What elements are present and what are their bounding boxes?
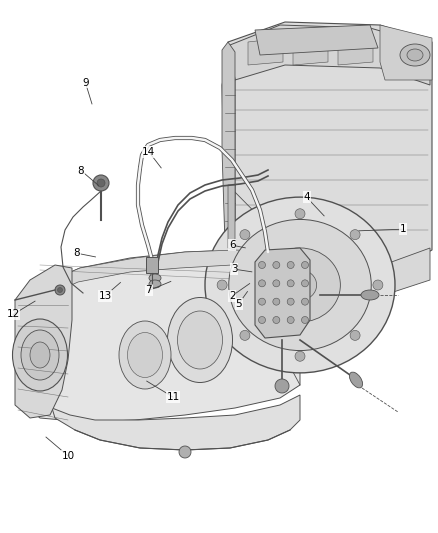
Text: 1: 1 [399,224,406,234]
Polygon shape [230,65,430,265]
Circle shape [273,298,280,305]
Text: 4: 4 [303,192,310,202]
Polygon shape [293,38,328,65]
Polygon shape [380,25,432,80]
Circle shape [258,262,265,269]
Text: 8: 8 [78,166,85,175]
Text: 10: 10 [61,451,74,461]
Ellipse shape [30,342,50,368]
Ellipse shape [21,330,59,380]
Ellipse shape [149,280,161,288]
Polygon shape [228,22,432,275]
Circle shape [275,379,289,393]
Circle shape [287,298,294,305]
Circle shape [93,175,109,191]
Circle shape [258,280,265,287]
Circle shape [258,317,265,324]
Text: 12: 12 [7,310,20,319]
Circle shape [287,317,294,324]
Text: 8: 8 [73,248,80,258]
Circle shape [350,330,360,341]
Polygon shape [222,42,235,255]
Ellipse shape [361,290,379,300]
Ellipse shape [119,321,171,389]
Polygon shape [228,185,235,250]
Text: 13: 13 [99,291,112,301]
Text: 11: 11 [166,392,180,402]
Ellipse shape [407,49,423,61]
Ellipse shape [167,297,233,383]
Polygon shape [15,265,72,418]
Ellipse shape [13,319,67,391]
Circle shape [301,262,308,269]
Circle shape [301,280,308,287]
Circle shape [217,280,227,290]
Polygon shape [222,45,235,235]
Ellipse shape [127,333,162,377]
Circle shape [240,330,250,341]
Polygon shape [235,248,430,298]
Polygon shape [248,38,283,65]
Polygon shape [255,248,310,338]
Circle shape [373,280,383,290]
Ellipse shape [350,372,363,388]
Ellipse shape [260,248,340,322]
Circle shape [97,179,105,187]
Ellipse shape [400,44,430,66]
Circle shape [55,285,65,295]
Polygon shape [230,25,430,85]
Circle shape [273,317,280,324]
Text: 9: 9 [82,78,89,87]
Circle shape [350,230,360,240]
Ellipse shape [205,197,395,373]
Ellipse shape [229,220,371,351]
Circle shape [240,230,250,240]
Circle shape [295,351,305,361]
Circle shape [301,317,308,324]
Circle shape [273,280,280,287]
Text: 5: 5 [235,299,242,309]
Circle shape [295,209,305,219]
Polygon shape [146,257,158,273]
Ellipse shape [177,311,223,369]
Text: 2: 2 [229,291,236,301]
Circle shape [287,262,294,269]
Text: 7: 7 [145,286,152,295]
Circle shape [287,280,294,287]
Ellipse shape [149,274,161,282]
Text: 6: 6 [229,240,236,250]
Text: 3: 3 [231,264,238,274]
Polygon shape [383,38,418,65]
Circle shape [57,287,63,293]
Circle shape [179,446,191,458]
Circle shape [273,262,280,269]
Ellipse shape [283,270,317,300]
Polygon shape [255,25,378,55]
Text: 14: 14 [142,147,155,157]
Polygon shape [22,250,300,325]
Polygon shape [52,395,300,450]
Polygon shape [338,38,373,65]
Polygon shape [25,250,300,422]
Circle shape [301,298,308,305]
Circle shape [258,298,265,305]
